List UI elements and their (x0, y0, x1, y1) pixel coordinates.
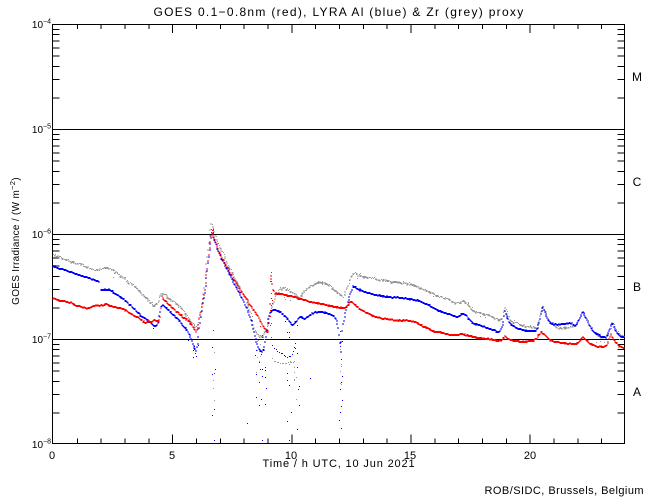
svg-text:10−5: 10−5 (32, 124, 51, 137)
svg-text:10−7: 10−7 (32, 334, 51, 347)
svg-text:A: A (633, 385, 641, 399)
svg-text:Time / h UTC, 10 Jun 2021: Time / h UTC, 10 Jun 2021 (263, 458, 416, 470)
svg-text:5: 5 (169, 450, 175, 462)
svg-text:GOES Irradiance / (W m−2): GOES Irradiance / (W m−2) (8, 177, 22, 305)
svg-text:B: B (633, 280, 641, 294)
svg-text:20: 20 (524, 450, 536, 462)
svg-text:C: C (633, 175, 642, 189)
svg-text:15: 15 (404, 450, 416, 462)
svg-text:0: 0 (49, 450, 55, 462)
svg-text:10−4: 10−4 (32, 19, 51, 32)
svg-text:10−6: 10−6 (32, 229, 51, 242)
svg-text:10: 10 (285, 450, 297, 462)
svg-text:M: M (632, 70, 642, 84)
svg-text:GOES 0.1−0.8nm (red), LYRA Al: GOES 0.1−0.8nm (red), LYRA Al (blue) & Z… (153, 5, 524, 19)
svg-text:ROB/SIDC, Brussels, Belgium: ROB/SIDC, Brussels, Belgium (485, 485, 644, 497)
